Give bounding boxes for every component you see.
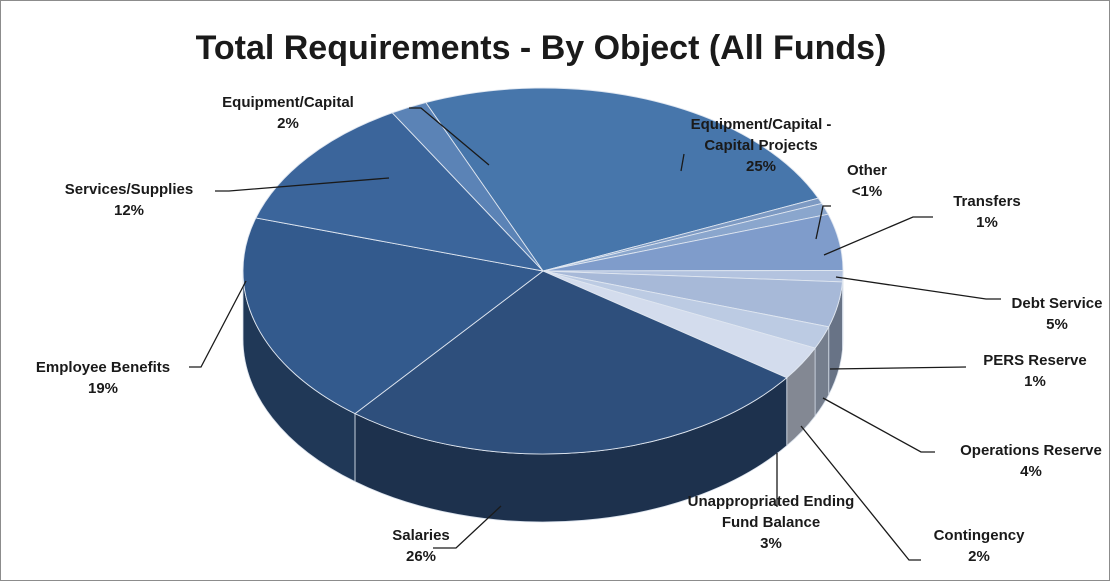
- slice-label: Debt Service 5%: [1012, 295, 1103, 333]
- slice-percent: 4%: [1020, 463, 1042, 480]
- slice-percent: 2%: [968, 548, 990, 565]
- label-layer: Equipment/Capital - Capital Projects 25% Ot…: [36, 94, 1103, 565]
- leader-line: [822, 397, 935, 453]
- slice-name: Equipment/Capital: [222, 94, 354, 111]
- slice-label: Unappropriated Ending Fund Balance 3%: [688, 493, 855, 552]
- slice-name: Other: [847, 162, 887, 179]
- slice-name: Capital Projects: [704, 137, 817, 154]
- slice-percent: 26%: [406, 548, 436, 565]
- slice-name: Unappropriated Ending: [688, 493, 855, 510]
- slice-label: Transfers 1%: [953, 193, 1021, 231]
- slice-name: Services/Supplies: [65, 181, 193, 198]
- leader-line: [815, 205, 831, 240]
- slice-name: Transfers: [953, 193, 1021, 210]
- slice-percent: 25%: [746, 158, 776, 175]
- pie-slice: [425, 87, 819, 272]
- slice-label: Salaries 26%: [392, 527, 450, 565]
- pie-slice: [255, 112, 545, 272]
- slice-label: Equipment/Capital - Capital Projects 25%: [691, 116, 832, 175]
- slice-name: Operations Reserve: [960, 442, 1102, 459]
- leader-line: [409, 107, 490, 166]
- pie-slice: [391, 102, 544, 272]
- leader-layer: [189, 107, 1001, 561]
- leader-line: [433, 505, 502, 549]
- slice-label: Operations Reserve 4%: [960, 442, 1102, 480]
- slice-percent: <1%: [852, 183, 882, 200]
- slice-percent: 5%: [1046, 316, 1068, 333]
- slice-percent: 19%: [88, 380, 118, 397]
- chart-title: Total Requirements - By Object (All Fund…: [196, 29, 887, 67]
- leader-line: [829, 366, 967, 370]
- pie-slice: [242, 217, 545, 415]
- slice-name: PERS Reserve: [983, 352, 1086, 369]
- pie-layer: [242, 87, 844, 523]
- slice-label: Contingency 2%: [934, 527, 1025, 565]
- leader-line: [215, 177, 390, 192]
- slice-name: Salaries: [392, 527, 450, 544]
- leader-line: [835, 276, 1001, 300]
- slice-label: Employee Benefits 19%: [36, 359, 170, 397]
- slice-label: Other <1%: [847, 162, 887, 200]
- slice-label: Equipment/Capital 2%: [222, 94, 354, 132]
- pie-slice: [354, 270, 788, 455]
- slice-percent: 1%: [1024, 373, 1046, 390]
- slice-percent: 1%: [976, 214, 998, 231]
- leader-line: [680, 153, 685, 172]
- slice-label: PERS Reserve 1%: [983, 352, 1086, 390]
- slice-name: Debt Service: [1012, 295, 1103, 312]
- slice-percent: 2%: [277, 115, 299, 132]
- slice-name: Fund Balance: [722, 514, 820, 531]
- leader-line: [189, 280, 247, 368]
- slice-name: Equipment/Capital -: [691, 116, 832, 133]
- leader-line: [800, 425, 921, 561]
- slice-name: Employee Benefits: [36, 359, 170, 376]
- slice-name: Contingency: [934, 527, 1025, 544]
- slice-percent: 12%: [114, 202, 144, 219]
- slice-percent: 3%: [760, 535, 782, 552]
- leader-line: [823, 216, 933, 256]
- slice-label: Services/Supplies 12%: [65, 181, 193, 219]
